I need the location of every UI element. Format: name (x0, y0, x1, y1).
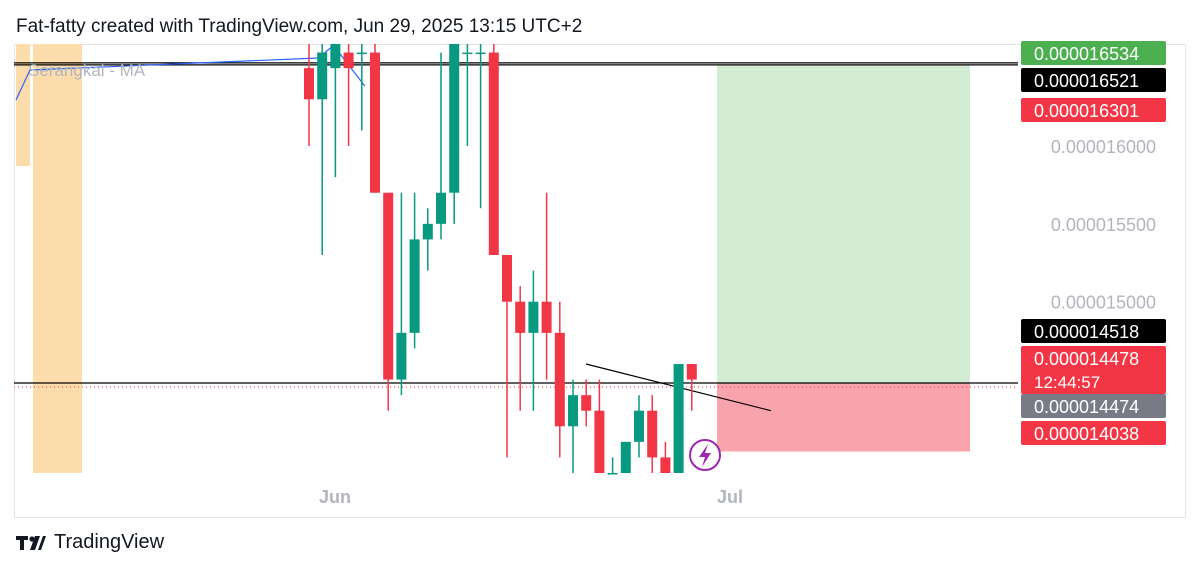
candle-body[interactable] (475, 52, 486, 55)
session-band (33, 44, 82, 473)
loss-zone[interactable] (717, 382, 970, 452)
candle-body[interactable] (330, 44, 341, 69)
countdown-text: 12:44:57 (1034, 373, 1100, 392)
price-label-badge (1021, 98, 1166, 122)
price-label-badge (1021, 68, 1166, 92)
price-label-text: 0.000016534 (1034, 44, 1139, 64)
price-label-badge (1021, 394, 1166, 418)
y-tick-label: 0.000016000 (1051, 137, 1156, 157)
candle-body[interactable] (554, 332, 565, 427)
price-label-text: 0.000016521 (1034, 71, 1139, 91)
candle-body[interactable] (304, 68, 314, 100)
price-label-badge (1021, 319, 1166, 343)
lightning-icon[interactable] (689, 439, 721, 471)
candle-body[interactable] (383, 192, 394, 380)
candle-body[interactable] (660, 457, 671, 473)
candle-body[interactable] (686, 363, 697, 380)
brand-footer[interactable]: TradingView (16, 531, 164, 554)
lines-layer (14, 43, 1018, 412)
brand-name: TradingView (54, 531, 165, 553)
candle-body[interactable] (356, 52, 367, 55)
candle-body[interactable] (647, 410, 658, 458)
candle-body[interactable] (422, 223, 433, 240)
candle-body[interactable] (502, 254, 512, 302)
session-band (16, 44, 30, 166)
y-tick-label: 0.000015500 (1051, 215, 1156, 235)
candle-body[interactable] (436, 192, 446, 224)
candle-body[interactable] (515, 301, 526, 333)
ma-line (15, 43, 336, 101)
chart-frame (14, 44, 1186, 518)
candle-body[interactable] (370, 52, 380, 193)
indicator-label: Serangkai - MA (28, 61, 146, 80)
candle-body[interactable] (396, 332, 407, 380)
candle-body[interactable] (449, 44, 460, 193)
price-label-badge (1021, 421, 1166, 445)
candle-body[interactable] (317, 52, 328, 100)
candle-body[interactable] (528, 301, 539, 333)
candle-body[interactable] (488, 52, 499, 255)
candle-body[interactable] (607, 473, 618, 475)
candles-layer (304, 44, 697, 475)
x-tick-label: Jul (717, 487, 743, 507)
profit-zone[interactable] (717, 64, 970, 383)
candle-body[interactable] (568, 395, 578, 427)
candle-body[interactable] (673, 363, 684, 473)
tradingview-logo-icon (16, 535, 46, 550)
lightning-icon-bolt (699, 444, 711, 467)
y-tick-label: 0.000015000 (1051, 293, 1156, 313)
candle-body[interactable] (634, 410, 644, 442)
candle-body[interactable] (409, 239, 420, 333)
x-tick-label: Jun (319, 487, 351, 507)
candle-body[interactable] (462, 52, 473, 55)
ticks-layer: Serangkai - MA 0.000016000 0.000015500 0.00… (28, 61, 1156, 507)
price-label-text: 0.000016301 (1034, 101, 1139, 121)
price-label-text: 0.000014474 (1034, 397, 1139, 417)
labels-layer: 0.000016534 0.000016521 0.000016301 0.00001… (689, 41, 1166, 471)
price-label-text: 0.000014518 (1034, 322, 1139, 342)
candle-body[interactable] (594, 410, 605, 473)
zones-layer (16, 44, 970, 473)
candle-body[interactable] (620, 441, 631, 473)
candle-body[interactable] (581, 395, 592, 411)
candle-body[interactable] (343, 52, 354, 69)
price-label-badge (1021, 41, 1166, 65)
price-label-text: 0.000014478 (1034, 349, 1139, 369)
price-label-badge (1021, 346, 1166, 394)
price-label-text: 0.000014038 (1034, 424, 1139, 444)
chart-header-title: Fat-fatty created with TradingView.com, … (16, 16, 583, 37)
candle-body[interactable] (541, 301, 552, 333)
